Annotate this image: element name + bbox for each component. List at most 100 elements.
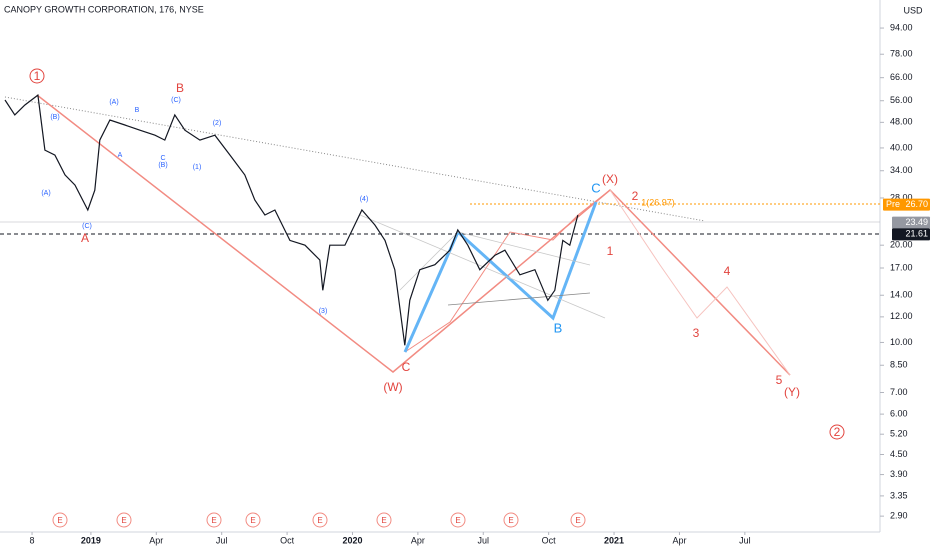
event-label[interactable]: E [455, 516, 460, 525]
subwave-label: B [135, 107, 140, 114]
subwave-label: (2) [213, 120, 222, 127]
x-tick-label: 2020 [342, 535, 362, 545]
x-tick-label: 2021 [604, 535, 624, 545]
event-circle [116, 512, 132, 528]
event-circle [570, 512, 586, 528]
y-tick-label: 34.00 [890, 165, 913, 175]
subwave-label: (3) [319, 308, 328, 315]
price-tag-label: 26.70 [905, 199, 928, 209]
y-tick-label: 20.00 [890, 240, 913, 250]
y-tick-label: 5.20 [890, 429, 908, 439]
event-circle [206, 512, 222, 528]
y-tick-label: 40.00 [890, 142, 913, 152]
subwave-label: A [118, 152, 123, 159]
wave-line [404, 189, 611, 353]
wave-label: C [591, 180, 600, 195]
wave-label: B [554, 320, 563, 335]
y-tick-label: 78.00 [890, 49, 913, 59]
subwave-label: C [160, 155, 165, 162]
event-label[interactable]: E [211, 516, 216, 525]
y-tick-label: 8.50 [890, 360, 908, 370]
subwave-label: (4) [360, 196, 369, 203]
y-tick-label: 14.00 [890, 290, 913, 300]
y-tick-label: 17.00 [890, 262, 913, 272]
wave-label: C [402, 360, 411, 374]
event-label[interactable]: E [381, 516, 386, 525]
event-label[interactable]: E [121, 516, 126, 525]
y-tick-label: 4.50 [890, 449, 908, 459]
wave-label: 2 [632, 189, 639, 203]
subwave-label: (C) [82, 223, 92, 230]
price-tag [883, 198, 930, 211]
event-label[interactable]: E [575, 516, 580, 525]
events: E E E E E E E E E [52, 512, 586, 528]
event-circle [450, 512, 466, 528]
event-label[interactable]: E [508, 516, 513, 525]
wave-label: 2 [834, 425, 841, 439]
y-tick-label: 3.35 [890, 490, 908, 500]
price-tag [892, 216, 930, 229]
fib-label: 1(26.97) [641, 197, 675, 207]
wave-label: 5 [776, 373, 783, 387]
wave-label: B [176, 81, 184, 95]
event-circle [245, 512, 261, 528]
channel-line [447, 292, 591, 306]
y-tick-label: 10.00 [890, 337, 913, 347]
subwave-label: (1) [193, 164, 202, 171]
wave-line [36, 94, 791, 376]
wave-label: (W) [383, 380, 402, 394]
y-tick-label: 66.00 [890, 72, 913, 82]
subwave-label: (B) [50, 114, 59, 121]
wave-label: (X) [602, 172, 618, 186]
event-label[interactable]: E [250, 516, 255, 525]
projection-line [609, 189, 791, 376]
y-tick-label: 56.00 [890, 95, 913, 105]
x-tick-label: 8 [30, 535, 35, 545]
event-circle [376, 512, 392, 528]
x-tick-label: Apr [149, 535, 163, 545]
event-circle [52, 512, 68, 528]
subwave-label: (B) [158, 162, 167, 169]
y-tick-label: 12.00 [890, 311, 913, 321]
wave-label: 4 [724, 264, 731, 278]
wave-circle [829, 424, 845, 440]
x-tick-label: Jul [739, 535, 751, 545]
y-tick-label: 28.00 [890, 192, 913, 202]
wave-label: (Y) [784, 385, 800, 399]
x-tick-label: Apr [411, 535, 425, 545]
wave-label: A [81, 231, 89, 245]
event-circle [503, 512, 519, 528]
y-tick-label: 2.90 [890, 511, 908, 521]
x-tick-label: Apr [672, 535, 686, 545]
wave-label: 1 [607, 244, 614, 258]
subwave-label: (A) [109, 99, 118, 106]
x-tick-label: Jul [478, 535, 490, 545]
currency: USD [903, 5, 923, 15]
y-tick-label: 94.00 [890, 22, 913, 32]
y-tick-label: 7.00 [890, 387, 908, 397]
x-tick-label: Oct [280, 535, 295, 545]
wave-circle [29, 68, 45, 84]
price-tag-name: Pre [886, 199, 900, 209]
wave-label: 3 [693, 326, 700, 340]
y-tick-label: 6.00 [890, 408, 908, 418]
y-tick-label: 48.00 [890, 117, 913, 127]
price-tag-label: 23.49 [905, 217, 928, 227]
y-tick-label: 3.90 [890, 469, 908, 479]
price-tag-label: 21.61 [905, 229, 928, 239]
price-line [4, 93, 579, 346]
chart-title: CANOPY GROWTH CORPORATION, 176, NYSE [4, 4, 204, 14]
wave-label: 1 [34, 69, 41, 83]
event-label[interactable]: E [317, 516, 322, 525]
event-circle [312, 512, 328, 528]
price-tag [892, 228, 930, 241]
x-tick-label: Jul [216, 535, 228, 545]
x-tick-label: Oct [542, 535, 557, 545]
subwave-label: (A) [41, 190, 50, 197]
subwave-label: (C) [171, 97, 181, 104]
abc-line [403, 201, 598, 353]
event-label[interactable]: E [57, 516, 62, 525]
x-tick-label: 2019 [81, 535, 101, 545]
